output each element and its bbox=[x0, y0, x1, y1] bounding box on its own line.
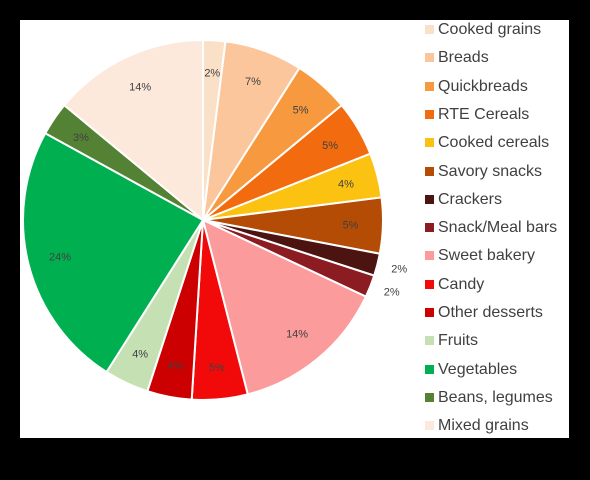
slice-label-candy: 5% bbox=[209, 362, 225, 374]
slice-label-savory-snacks: 5% bbox=[343, 220, 359, 232]
slice-label-snack-meal-bars: 2% bbox=[384, 287, 400, 299]
legend-swatch bbox=[425, 421, 434, 431]
legend-label: Quickbreads bbox=[438, 77, 528, 95]
legend-label: Other desserts bbox=[438, 304, 543, 321]
chart-panel: 2% 7% 5% 5% 4% 5% 2% 2% 14% 5% 4% 4% 24% 3% 14% Cooked… bbox=[20, 20, 569, 438]
legend-swatch bbox=[425, 25, 434, 34]
slice-label-beans-legumes: 3% bbox=[73, 132, 89, 144]
legend-swatch bbox=[425, 166, 434, 176]
legend-swatch bbox=[425, 138, 434, 148]
legend-label: Crackers bbox=[438, 190, 503, 208]
legend-label: Breads bbox=[438, 49, 489, 67]
legend-swatch bbox=[425, 109, 434, 119]
legend-swatch bbox=[425, 308, 434, 317]
legend-swatch bbox=[425, 223, 434, 233]
slice-label-cooked-cereals: 4% bbox=[338, 178, 354, 190]
legend-swatch bbox=[425, 251, 434, 261]
pie-slice-mixed-grains bbox=[62, 38, 204, 223]
legend-label: Cooked grains bbox=[438, 21, 542, 38]
slice-label-cooked-grains: 2% bbox=[204, 68, 220, 80]
pie-chart: 2% 7% 5% 5% 4% 5% 2% 2% 14% 5% 4% 4% 24% 3% 14% bbox=[22, 38, 407, 401]
legend-label: Sweet bakery bbox=[438, 247, 535, 265]
slice-label-rte-cereals: 5% bbox=[322, 140, 338, 152]
legend-label: Mixed grains bbox=[438, 417, 529, 435]
slice-label-breads: 7% bbox=[245, 76, 261, 88]
legend-label: Savory snacks bbox=[438, 162, 543, 180]
pie-slice-sweet-bakery bbox=[201, 218, 368, 396]
slice-label-quickbreads: 5% bbox=[293, 104, 309, 116]
legend-label: Snack/Meal bars bbox=[438, 219, 558, 237]
legend-label: Beans, legumes bbox=[438, 388, 553, 406]
slice-label-crackers: 2% bbox=[391, 263, 407, 275]
pie-slice-vegetables bbox=[22, 131, 205, 374]
slice-label-fruits: 4% bbox=[132, 349, 148, 361]
legend-swatch bbox=[425, 279, 434, 289]
legend-label: Fruits bbox=[438, 332, 478, 350]
legend-label: RTE Cereals bbox=[438, 105, 530, 123]
slice-label-mixed-grains: 14% bbox=[129, 81, 151, 93]
legend-label: Candy bbox=[438, 275, 485, 293]
legend-label: Cooked cereals bbox=[438, 134, 550, 152]
slice-label-other-desserts: 4% bbox=[167, 360, 183, 372]
legend-swatch bbox=[425, 364, 434, 374]
legend-swatch bbox=[425, 81, 434, 91]
legend-swatch bbox=[425, 336, 434, 346]
slice-label-sweet-bakery: 14% bbox=[286, 329, 308, 341]
legend-label: Vegetables bbox=[438, 360, 518, 378]
legend-swatch bbox=[425, 53, 434, 63]
slice-label-vegetables: 24% bbox=[49, 252, 71, 264]
legend-swatch bbox=[425, 194, 434, 204]
legend-swatch bbox=[425, 392, 434, 402]
